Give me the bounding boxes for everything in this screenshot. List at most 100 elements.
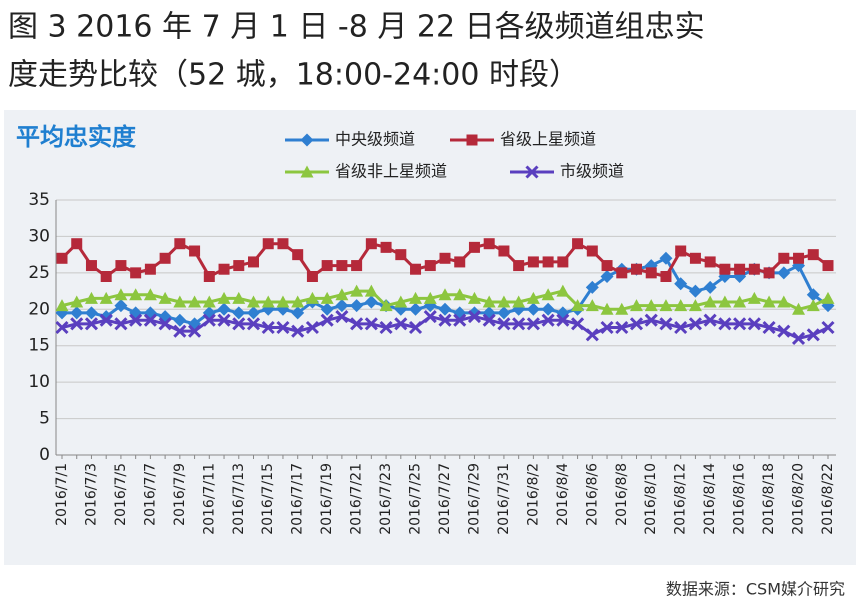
data-point bbox=[718, 295, 732, 308]
data-point bbox=[542, 256, 554, 268]
data-point bbox=[674, 277, 688, 291]
data-point bbox=[217, 313, 231, 327]
data-point bbox=[364, 317, 378, 331]
data-point bbox=[512, 295, 526, 308]
data-point bbox=[395, 249, 407, 261]
data-point bbox=[703, 295, 717, 308]
data-point bbox=[777, 295, 791, 308]
data-point bbox=[733, 295, 747, 308]
data-point bbox=[527, 256, 539, 268]
data-point bbox=[55, 320, 69, 335]
data-point bbox=[600, 270, 614, 283]
x-tick-label: 2016/8/18 bbox=[761, 463, 777, 535]
data-point bbox=[762, 320, 776, 335]
data-point bbox=[115, 260, 127, 272]
x-tick-label: 2016/7/3 bbox=[83, 463, 99, 526]
data-point bbox=[291, 306, 305, 320]
data-point bbox=[733, 317, 747, 331]
data-point bbox=[572, 238, 584, 250]
data-point bbox=[616, 267, 628, 279]
data-point bbox=[247, 306, 260, 320]
data-point bbox=[144, 263, 156, 275]
data-point bbox=[188, 295, 202, 308]
data-point bbox=[660, 271, 672, 282]
x-tick-label: 2016/7/5 bbox=[113, 463, 129, 526]
y-tick-label: 25 bbox=[28, 263, 50, 283]
data-point bbox=[189, 245, 201, 257]
data-point bbox=[56, 252, 68, 264]
x-tick-label: 2016/8/14 bbox=[702, 463, 718, 535]
data-point bbox=[71, 238, 83, 250]
data-point bbox=[675, 245, 687, 257]
x-tick-label: 2016/8/12 bbox=[673, 463, 689, 535]
data-point bbox=[571, 317, 585, 331]
data-point bbox=[84, 317, 99, 331]
data-point bbox=[364, 284, 378, 297]
data-point bbox=[439, 252, 451, 264]
legend-marker bbox=[300, 165, 314, 178]
data-point bbox=[99, 291, 113, 304]
data-point bbox=[114, 317, 128, 331]
legend-marker bbox=[300, 133, 314, 147]
data-point bbox=[497, 295, 511, 308]
data-point bbox=[556, 313, 570, 327]
data-point bbox=[747, 291, 761, 304]
data-point bbox=[350, 284, 364, 297]
data-point bbox=[262, 238, 274, 250]
data-point bbox=[291, 324, 305, 338]
data-point bbox=[409, 291, 423, 304]
data-point bbox=[631, 263, 642, 275]
data-point bbox=[143, 288, 157, 301]
data-point bbox=[320, 313, 334, 327]
data-point bbox=[689, 252, 701, 264]
data-point bbox=[321, 260, 333, 272]
data-point bbox=[158, 317, 172, 331]
data-point bbox=[114, 288, 128, 301]
data-point bbox=[202, 313, 216, 327]
x-tick-label: 2016/7/9 bbox=[172, 463, 188, 526]
data-point bbox=[556, 284, 570, 297]
data-point bbox=[467, 310, 482, 324]
x-tick-label: 2016/8/6 bbox=[584, 463, 600, 526]
x-tick-label: 2016/7/17 bbox=[290, 463, 306, 535]
data-point bbox=[423, 291, 437, 304]
data-point bbox=[261, 320, 275, 335]
data-point bbox=[763, 267, 775, 279]
data-point bbox=[173, 295, 187, 308]
data-point bbox=[791, 331, 806, 345]
data-point bbox=[497, 317, 511, 331]
data-point bbox=[541, 302, 555, 316]
data-point bbox=[218, 263, 230, 275]
data-point bbox=[335, 299, 349, 313]
y-tick-label: 10 bbox=[28, 372, 50, 392]
x-tick-label: 2016/8/22 bbox=[820, 463, 836, 535]
data-point bbox=[792, 302, 806, 315]
data-point bbox=[719, 263, 731, 275]
data-point bbox=[247, 295, 260, 308]
data-point bbox=[571, 299, 585, 312]
data-point bbox=[659, 317, 673, 331]
data-point bbox=[70, 295, 84, 308]
data-point bbox=[482, 295, 496, 308]
data-point bbox=[143, 313, 157, 327]
data-point bbox=[778, 252, 790, 264]
data-point bbox=[232, 306, 246, 320]
data-point bbox=[498, 245, 510, 257]
data-point bbox=[821, 291, 835, 304]
data-point bbox=[173, 313, 187, 327]
data-point bbox=[806, 328, 820, 342]
data-point bbox=[246, 317, 261, 331]
chart-title: 度走势比较（52 城，18:00-24:00 时段） bbox=[8, 58, 579, 93]
data-point bbox=[394, 295, 408, 308]
data-point bbox=[541, 313, 555, 327]
x-tick-label: 2016/8/4 bbox=[555, 463, 571, 526]
x-tick-label: 2016/7/7 bbox=[142, 463, 158, 526]
data-point bbox=[438, 313, 452, 327]
data-point bbox=[600, 302, 614, 315]
x-tick-label: 2016/7/15 bbox=[260, 463, 276, 535]
x-tick-label: 2016/8/10 bbox=[643, 463, 659, 535]
x-tick-label: 2016/8/16 bbox=[732, 463, 748, 535]
data-point bbox=[158, 291, 172, 304]
data-point bbox=[747, 317, 761, 331]
